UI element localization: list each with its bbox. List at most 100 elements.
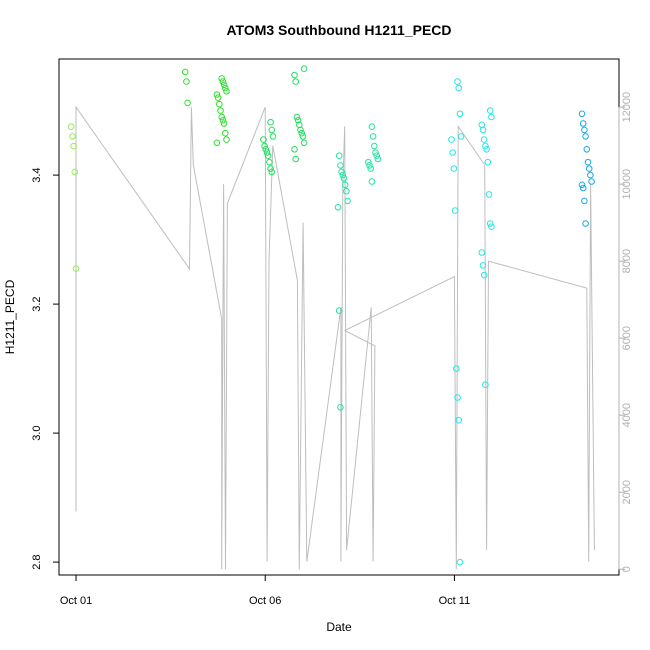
data-point [482, 142, 489, 150]
data-point [218, 75, 225, 82]
data-point [455, 416, 463, 424]
data-point [292, 155, 300, 163]
data-point [292, 78, 300, 85]
data-point [213, 139, 221, 147]
data-point [588, 178, 595, 185]
y2-tick-label: 6000 [621, 326, 633, 350]
data-point [217, 107, 224, 114]
data-point [339, 171, 347, 179]
data-point [450, 165, 458, 172]
data-point [343, 187, 350, 195]
data-point [486, 107, 494, 114]
data-point [267, 165, 274, 172]
data-point [341, 181, 349, 189]
y2-tick-label: 2000 [621, 480, 633, 504]
data-point [67, 123, 75, 130]
data-point [269, 133, 277, 140]
y-tick-label: 3.2 [31, 296, 43, 311]
data-point [368, 178, 376, 185]
chart-title: ATOM3 Southbound H1211_PECD [226, 22, 451, 38]
data-point [482, 381, 489, 389]
altitude-line-layer [75, 105, 595, 570]
data-point [479, 126, 487, 134]
data-point [448, 136, 455, 143]
data-point [582, 220, 589, 227]
data-point [214, 94, 222, 101]
data-point [374, 155, 382, 163]
data-point [220, 81, 228, 89]
data-point [335, 307, 343, 314]
y2-axis: 0 2000 4000 6000 8000 10000 12000 [618, 92, 633, 572]
x-tick-label: Oct 06 [249, 595, 281, 607]
altitude-line [75, 105, 595, 570]
data-point [453, 365, 460, 372]
x-axis-label: Date [326, 620, 352, 634]
data-point [220, 120, 228, 127]
data-point [218, 113, 225, 121]
data-point [300, 65, 308, 72]
y2-tick-label: 4000 [621, 403, 633, 427]
data-point [213, 91, 221, 98]
data-point [262, 146, 270, 153]
data-point [297, 126, 304, 134]
y2-tick-label: 0 [621, 566, 633, 572]
data-point [183, 78, 190, 85]
data-point [334, 204, 342, 211]
y-axis-label: H1211_PECD [3, 279, 17, 354]
data-point [264, 152, 272, 159]
data-point [454, 78, 461, 85]
data-point [219, 117, 227, 124]
data-point [366, 162, 373, 169]
data-point [291, 146, 298, 153]
data-point [585, 165, 593, 172]
data-point [263, 149, 271, 156]
data-point [455, 84, 463, 92]
data-point [337, 404, 344, 411]
data-point [222, 129, 229, 137]
points-layer [67, 65, 595, 566]
data-point [335, 152, 343, 159]
data-point [587, 171, 594, 179]
data-point [69, 133, 76, 140]
data-point [223, 136, 230, 143]
data-point [579, 120, 587, 127]
data-point [216, 100, 223, 108]
data-point [456, 110, 464, 118]
data-point [267, 118, 274, 126]
data-point [584, 158, 592, 166]
data-point [486, 220, 494, 227]
data-point [478, 249, 486, 256]
data-point [184, 99, 191, 107]
x-axis: Oct 01 Oct 06 Oct 11 [60, 574, 471, 607]
data-point [338, 168, 345, 176]
data-point [337, 162, 344, 169]
data-point [268, 126, 276, 134]
data-point [479, 262, 487, 269]
data-point [457, 133, 465, 140]
data-point [268, 168, 276, 176]
data-point [579, 184, 587, 192]
data-point [368, 123, 376, 130]
data-point [344, 197, 351, 205]
y2-tick-label: 8000 [621, 249, 633, 273]
data-point [454, 394, 461, 401]
data-point [373, 152, 381, 159]
data-point [261, 142, 268, 150]
data-point [488, 223, 495, 230]
data-point [480, 136, 488, 143]
data-point [484, 158, 492, 166]
data-point [483, 146, 490, 153]
x-tick-label: Oct 11 [439, 595, 471, 607]
data-point [300, 139, 308, 147]
y2-tick-label: 10000 [621, 169, 633, 200]
data-point [451, 207, 459, 214]
data-point [294, 117, 302, 124]
y-tick-label: 3.0 [31, 425, 43, 440]
data-point [371, 142, 378, 150]
data-point [219, 78, 227, 85]
data-point [181, 68, 189, 76]
data-point [369, 133, 377, 140]
data-point [70, 142, 77, 150]
data-point [299, 133, 307, 140]
